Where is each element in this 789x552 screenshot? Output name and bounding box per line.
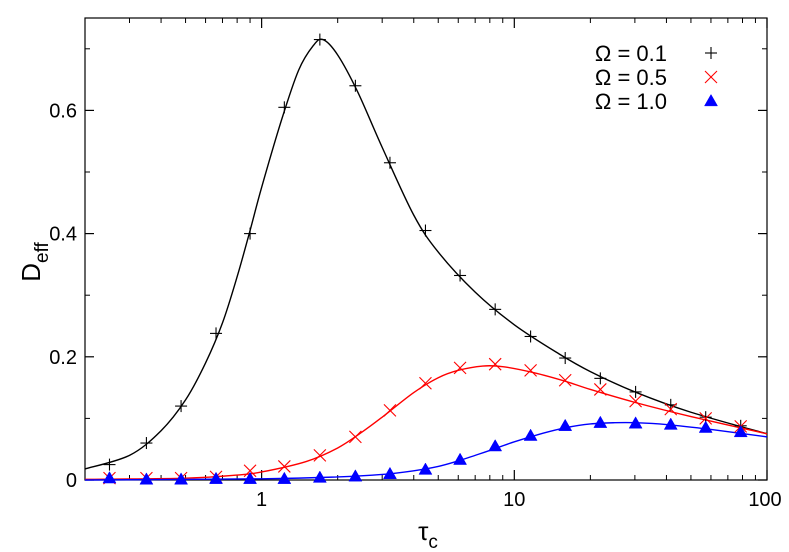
data-point-series-2: [698, 420, 713, 433]
y-tick-label: 0.4: [49, 224, 77, 246]
x-axis-label-main: τ: [418, 516, 429, 546]
data-point-series-0: [175, 400, 188, 413]
data-point-series-2: [488, 439, 503, 452]
data-point-series-1: [419, 376, 432, 390]
data-point-series-0: [419, 224, 432, 237]
data-point-series-1: [629, 394, 642, 408]
data-point-series-0: [140, 437, 153, 450]
data-point-series-2: [418, 462, 433, 475]
x-tick-label: 1: [256, 489, 267, 511]
data-point-series-2: [102, 471, 117, 484]
y-tick-label: 0.2: [49, 347, 77, 369]
fit-curve-series-1: [84, 364, 768, 481]
data-point-series-2: [733, 424, 748, 438]
data-point-series-1: [524, 363, 537, 377]
data-point-series-0: [349, 79, 362, 92]
y-tick-label: 0: [66, 470, 77, 492]
data-point-series-2: [139, 472, 154, 485]
data-point-series-0: [103, 458, 116, 471]
y-axis-label-subscript: eff: [32, 241, 53, 263]
data-point-series-0: [489, 303, 502, 316]
data-point-series-2: [209, 471, 223, 484]
data-point-series-2: [663, 417, 678, 430]
data-point-series-0: [559, 352, 572, 365]
data-point-series-1: [243, 464, 257, 478]
data-point-series-2: [243, 471, 257, 484]
data-point-series-0: [594, 372, 607, 385]
data-point-series-2: [523, 428, 538, 441]
x-axis-label: τc: [418, 516, 438, 552]
data-point-series-0: [629, 385, 642, 398]
axes: 0 0.2 0.4 0.6 1 10 100: [49, 17, 782, 511]
data-point-series-2: [174, 472, 189, 485]
plot-frame: [84, 17, 768, 481]
legend-label-series-2: Ω = 1.0: [595, 89, 667, 114]
y-tick-label: 0.6: [49, 100, 77, 122]
data-point-series-2: [277, 471, 292, 484]
legend-marker-series-2: [704, 93, 718, 107]
data-point-series-0: [210, 327, 223, 340]
data-point-series-1: [488, 357, 502, 371]
legend-label-series-1: Ω = 0.5: [595, 65, 667, 90]
data-points: [102, 33, 748, 485]
legend-label-series-0: Ω = 0.1: [595, 41, 667, 66]
data-point-series-1: [558, 373, 572, 387]
legend-marker-series-0: [705, 47, 717, 59]
data-point-series-2: [628, 416, 643, 429]
data-point-series-0: [244, 227, 257, 240]
data-point-series-1: [699, 412, 713, 425]
data-point-series-1: [348, 430, 362, 444]
data-point-series-2: [558, 418, 573, 431]
data-point-series-2: [312, 470, 327, 483]
legend-marker-series-1: [704, 70, 718, 84]
data-point-series-1: [453, 361, 467, 375]
data-point-series-1: [664, 402, 678, 416]
data-point-series-2: [348, 469, 363, 482]
data-point-series-0: [278, 101, 291, 114]
data-point-series-2: [453, 452, 467, 465]
data-point-series-1: [383, 404, 397, 417]
x-axis-label-subscript: c: [428, 532, 438, 552]
data-point-series-2: [593, 415, 608, 428]
data-point-series-0: [454, 269, 467, 282]
x-tick-label: 10: [503, 489, 525, 511]
data-point-series-0: [313, 33, 326, 46]
data-point-series-1: [313, 448, 327, 462]
y-axis-label: Deff: [16, 241, 53, 281]
data-point-series-0: [383, 156, 396, 169]
data-point-series-1: [593, 383, 607, 396]
data-point-series-2: [383, 466, 397, 479]
legend: Ω = 0.1Ω = 0.5Ω = 1.0: [595, 41, 718, 114]
data-point-series-1: [277, 460, 291, 473]
data-point-series-0: [524, 330, 537, 343]
y-axis-label-main: D: [16, 263, 46, 282]
x-tick-label: 100: [748, 489, 781, 511]
